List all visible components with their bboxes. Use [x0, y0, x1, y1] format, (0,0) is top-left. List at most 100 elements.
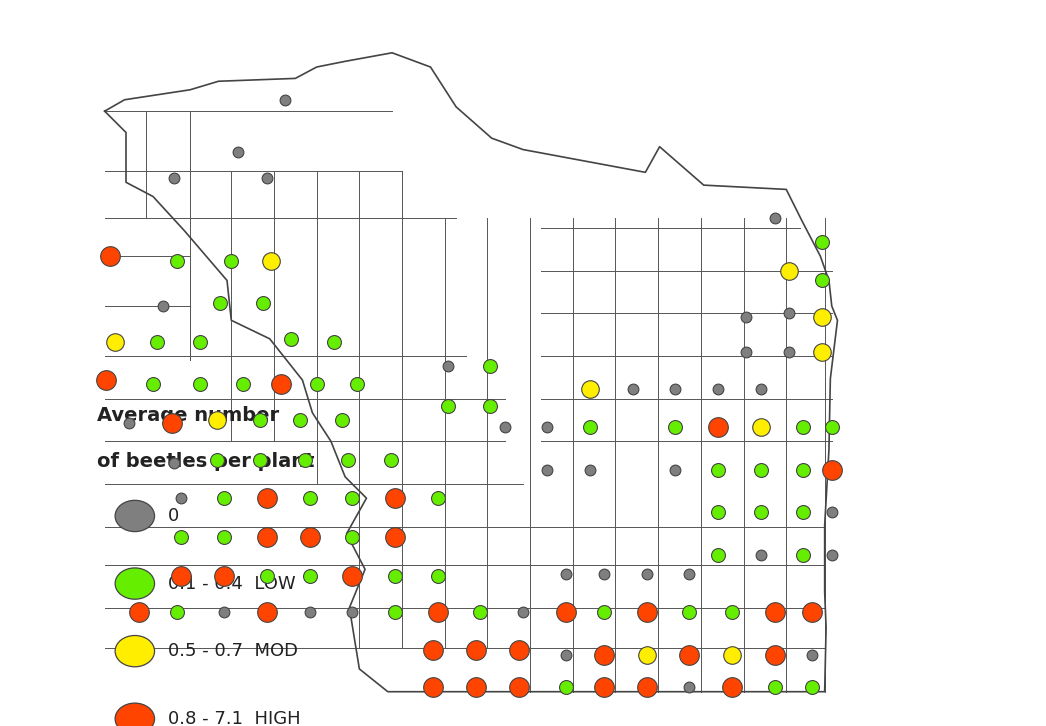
- Circle shape: [115, 568, 155, 599]
- Point: [795, 550, 812, 561]
- Point: [230, 147, 247, 158]
- Point: [795, 464, 812, 476]
- Point: [309, 378, 325, 390]
- Point: [334, 414, 350, 425]
- Point: [752, 550, 769, 561]
- Point: [539, 421, 555, 433]
- Point: [215, 492, 232, 504]
- Point: [482, 360, 499, 372]
- Point: [174, 571, 190, 582]
- Point: [344, 492, 361, 504]
- Text: 0.1 - 0.4  LOW: 0.1 - 0.4 LOW: [168, 574, 296, 592]
- Point: [681, 568, 698, 579]
- Point: [814, 311, 831, 323]
- Point: [223, 255, 240, 266]
- Point: [277, 94, 294, 105]
- Point: [780, 346, 797, 357]
- Point: [429, 492, 446, 504]
- Point: [131, 606, 147, 618]
- Point: [558, 568, 574, 579]
- Point: [211, 298, 228, 309]
- Point: [515, 606, 531, 618]
- Point: [215, 571, 232, 582]
- Point: [709, 421, 726, 433]
- Point: [439, 400, 456, 412]
- Point: [291, 414, 308, 425]
- Point: [795, 421, 812, 433]
- Point: [823, 507, 840, 518]
- Point: [340, 454, 357, 465]
- Point: [168, 606, 185, 618]
- Point: [596, 649, 613, 661]
- Point: [168, 255, 185, 266]
- Point: [258, 571, 275, 582]
- Point: [468, 645, 484, 656]
- Point: [752, 507, 769, 518]
- Point: [301, 606, 318, 618]
- Text: 0.8 - 7.1  HIGH: 0.8 - 7.1 HIGH: [168, 710, 300, 726]
- Point: [638, 649, 655, 661]
- Point: [624, 383, 641, 394]
- Point: [596, 606, 613, 618]
- Point: [155, 301, 172, 312]
- Polygon shape: [105, 53, 838, 692]
- Point: [120, 417, 137, 428]
- Point: [301, 531, 318, 542]
- Point: [468, 682, 484, 693]
- Point: [709, 507, 726, 518]
- Point: [767, 682, 783, 693]
- Point: [387, 606, 404, 618]
- Point: [780, 307, 797, 319]
- Point: [425, 682, 441, 693]
- Point: [387, 531, 404, 542]
- Point: [582, 383, 598, 394]
- Point: [344, 531, 361, 542]
- Point: [258, 531, 275, 542]
- Point: [382, 454, 399, 465]
- Circle shape: [115, 703, 155, 726]
- Point: [752, 383, 769, 394]
- Point: [681, 606, 698, 618]
- Point: [325, 336, 342, 348]
- Point: [387, 492, 404, 504]
- Point: [803, 682, 820, 693]
- Point: [558, 682, 574, 693]
- Point: [582, 421, 598, 433]
- Point: [166, 172, 183, 184]
- Point: [752, 421, 769, 433]
- Point: [472, 606, 488, 618]
- Point: [767, 606, 783, 618]
- Point: [596, 568, 613, 579]
- Point: [215, 606, 232, 618]
- Point: [251, 414, 268, 425]
- Point: [297, 454, 314, 465]
- Point: [344, 606, 361, 618]
- Point: [724, 649, 741, 661]
- Point: [273, 378, 290, 390]
- Point: [823, 550, 840, 561]
- Point: [144, 378, 161, 390]
- Point: [191, 336, 208, 348]
- Point: [510, 682, 527, 693]
- Point: [738, 346, 755, 357]
- Point: [510, 645, 527, 656]
- Point: [496, 421, 513, 433]
- Point: [638, 682, 655, 693]
- Point: [425, 645, 441, 656]
- Point: [709, 464, 726, 476]
- Text: 0.5 - 0.7  MOD: 0.5 - 0.7 MOD: [168, 643, 298, 660]
- Point: [814, 274, 831, 286]
- Point: [344, 571, 361, 582]
- Point: [258, 492, 275, 504]
- Point: [681, 649, 698, 661]
- Point: [752, 464, 769, 476]
- Point: [301, 492, 318, 504]
- Point: [814, 346, 831, 357]
- Point: [215, 531, 232, 542]
- Point: [724, 606, 741, 618]
- Point: [209, 414, 226, 425]
- Point: [429, 571, 446, 582]
- Text: 0: 0: [168, 507, 179, 525]
- Point: [163, 417, 180, 428]
- Text: Average number: Average number: [97, 406, 279, 425]
